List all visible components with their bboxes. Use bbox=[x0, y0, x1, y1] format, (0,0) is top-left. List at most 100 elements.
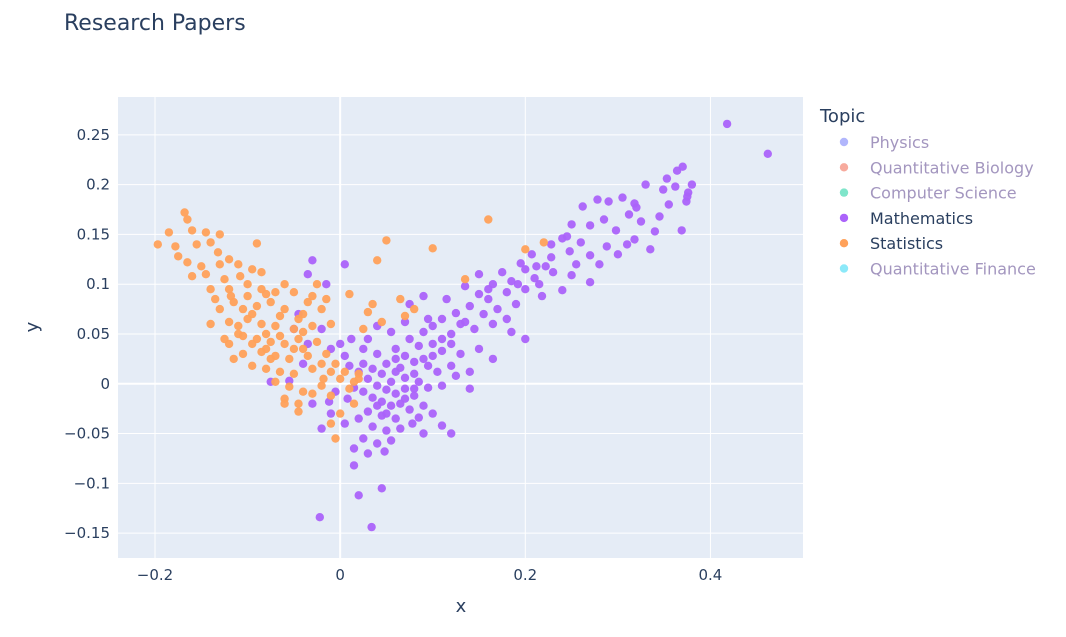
data-point-statistics bbox=[206, 285, 215, 294]
data-point-statistics bbox=[298, 327, 308, 337]
data-point-mathematics bbox=[400, 384, 410, 393]
data-point-statistics bbox=[275, 331, 285, 341]
data-point-mathematics bbox=[535, 280, 544, 289]
y-tick-label: 0.2 bbox=[86, 176, 110, 194]
data-point-mathematics bbox=[410, 357, 419, 367]
data-point-mathematics bbox=[521, 285, 530, 294]
data-point-mathematics bbox=[382, 409, 391, 418]
data-point-mathematics bbox=[585, 251, 595, 260]
data-point-statistics bbox=[266, 354, 275, 364]
data-point-mathematics bbox=[363, 407, 373, 416]
data-point-mathematics bbox=[636, 217, 646, 226]
data-point-mathematics bbox=[367, 522, 376, 532]
data-point-mathematics bbox=[530, 274, 539, 283]
data-point-statistics bbox=[460, 275, 470, 284]
data-point-mathematics bbox=[585, 278, 595, 287]
legend-item-statistics[interactable]: Statistics bbox=[839, 234, 943, 253]
data-point-mathematics bbox=[624, 210, 634, 219]
data-point-mathematics bbox=[396, 363, 405, 372]
data-point-mathematics bbox=[317, 324, 326, 334]
data-point-mathematics bbox=[672, 166, 682, 175]
data-point-mathematics bbox=[340, 419, 349, 428]
data-point-mathematics bbox=[474, 289, 484, 299]
legend-item-quantitative-finance[interactable]: Quantitative Finance bbox=[839, 260, 1036, 279]
legend-title: Topic bbox=[819, 106, 865, 127]
data-point-mathematics bbox=[400, 373, 410, 382]
data-point-mathematics bbox=[456, 349, 465, 359]
data-point-statistics bbox=[298, 344, 308, 354]
data-point-statistics bbox=[289, 344, 299, 354]
data-point-statistics bbox=[261, 329, 271, 339]
x-tick-label: 0 bbox=[335, 566, 345, 584]
data-point-mathematics bbox=[604, 197, 613, 206]
data-point-mathematics bbox=[641, 180, 650, 189]
data-point-mathematics bbox=[414, 341, 423, 351]
data-point-statistics bbox=[164, 228, 174, 237]
data-point-statistics bbox=[484, 215, 493, 224]
legend-label: Quantitative Finance bbox=[870, 260, 1036, 279]
legend-item-physics[interactable]: Physics bbox=[839, 133, 929, 152]
data-point-statistics bbox=[187, 226, 197, 235]
data-point-statistics bbox=[294, 407, 303, 416]
data-point-mathematics bbox=[433, 367, 442, 376]
data-point-mathematics bbox=[396, 424, 405, 433]
data-point-mathematics bbox=[662, 174, 672, 183]
data-point-mathematics bbox=[298, 359, 308, 368]
data-point-statistics bbox=[243, 280, 252, 289]
data-point-mathematics bbox=[611, 226, 621, 235]
data-point-statistics bbox=[326, 391, 336, 400]
data-point-mathematics bbox=[646, 245, 655, 254]
data-point-statistics bbox=[308, 321, 317, 331]
data-point-mathematics bbox=[382, 385, 391, 394]
data-point-statistics bbox=[298, 387, 308, 396]
data-point-mathematics bbox=[345, 361, 354, 370]
data-point-statistics bbox=[319, 374, 328, 383]
y-axis-ticks: −0.15 −0.1 −0.05 0 0.05 0.1 0.15 0.2 0.25 bbox=[64, 126, 110, 542]
data-point-mathematics bbox=[722, 119, 732, 129]
data-point-statistics bbox=[359, 324, 368, 334]
data-point-statistics bbox=[238, 349, 248, 359]
data-point-statistics bbox=[331, 434, 340, 443]
x-tick-label: 0.4 bbox=[699, 566, 723, 584]
data-point-statistics bbox=[224, 317, 234, 327]
data-point-statistics bbox=[285, 382, 294, 391]
data-point-statistics bbox=[153, 240, 162, 249]
legend[interactable]: Topic Physics Quantitative Biology Compute… bbox=[819, 106, 1036, 279]
data-point-mathematics bbox=[340, 260, 349, 269]
data-point-mathematics bbox=[479, 309, 488, 319]
legend-label: Computer Science bbox=[870, 184, 1017, 203]
data-point-mathematics bbox=[405, 405, 414, 414]
x-axis-label: x bbox=[456, 596, 467, 617]
data-point-mathematics bbox=[377, 369, 386, 378]
data-point-mathematics bbox=[405, 334, 414, 344]
data-point-mathematics bbox=[576, 238, 585, 247]
data-point-statistics bbox=[236, 272, 245, 281]
data-point-mathematics bbox=[423, 361, 433, 370]
legend-item-quantitative-biology[interactable]: Quantitative Biology bbox=[839, 158, 1034, 177]
data-point-statistics bbox=[213, 248, 223, 257]
data-point-mathematics bbox=[437, 314, 447, 324]
legend-item-mathematics[interactable]: Mathematics bbox=[839, 209, 973, 228]
data-point-mathematics bbox=[419, 354, 428, 364]
data-point-statistics bbox=[224, 255, 234, 264]
y-tick-label: 0.1 bbox=[86, 275, 110, 293]
data-point-mathematics bbox=[567, 220, 576, 229]
data-point-mathematics bbox=[419, 429, 428, 438]
legend-item-computer-science[interactable]: Computer Science bbox=[839, 184, 1017, 203]
x-tick-label: 0.2 bbox=[513, 566, 537, 584]
data-point-mathematics bbox=[437, 346, 447, 356]
data-point-mathematics bbox=[428, 409, 437, 418]
data-point-mathematics bbox=[565, 247, 574, 256]
data-point-mathematics bbox=[630, 235, 639, 244]
data-point-mathematics bbox=[368, 364, 377, 373]
data-point-mathematics bbox=[474, 270, 484, 279]
data-point-statistics bbox=[326, 367, 336, 376]
data-point-mathematics bbox=[343, 394, 352, 403]
data-point-mathematics bbox=[373, 349, 382, 359]
data-point-mathematics bbox=[465, 301, 474, 311]
data-point-statistics bbox=[234, 329, 243, 339]
data-point-statistics bbox=[345, 289, 354, 299]
data-point-mathematics bbox=[595, 260, 604, 269]
data-point-mathematics bbox=[382, 426, 391, 435]
data-point-mathematics bbox=[622, 240, 632, 249]
